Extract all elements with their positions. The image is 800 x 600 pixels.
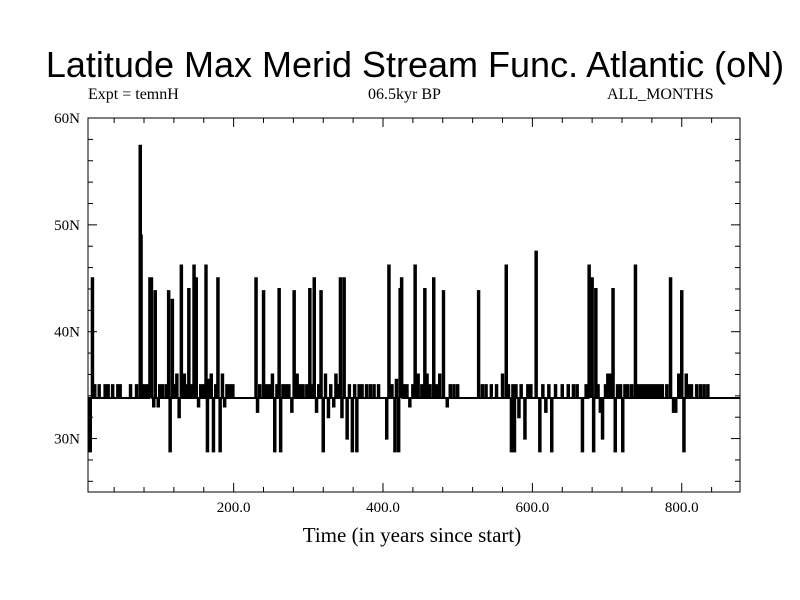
y-tick-label: 50N — [54, 218, 80, 234]
x-tick-label: 400.0 — [366, 500, 400, 516]
y-tick-label: 60N — [54, 111, 80, 127]
x-tick-label: 200.0 — [217, 500, 251, 516]
chart-title: Latitude Max Merid Stream Func. Atlantic… — [45, 44, 785, 85]
tick-labels: 200.0 400.0 600.0 800.0 30N 40N 50N 60N — [54, 111, 698, 516]
series-line — [88, 144, 740, 453]
experiment-label: Expt = temnH — [88, 86, 179, 103]
x-tick-label: 600.0 — [516, 500, 550, 516]
period-label: 06.5kyr BP — [368, 86, 441, 103]
plot-frame — [87, 117, 741, 493]
months-label: ALL_MONTHS — [607, 86, 714, 103]
y-tick-label: 40N — [54, 325, 80, 341]
x-axis-title: Time (in years since start) — [303, 523, 522, 547]
y-tick-label: 30N — [54, 432, 80, 448]
x-tick-label: 800.0 — [665, 500, 699, 516]
